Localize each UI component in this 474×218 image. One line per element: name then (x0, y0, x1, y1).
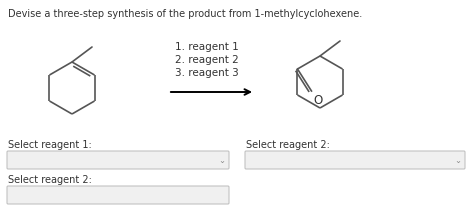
Text: Devise a three-step synthesis of the product from 1-methylcyclohexene.: Devise a three-step synthesis of the pro… (8, 9, 362, 19)
FancyBboxPatch shape (245, 151, 465, 169)
Text: Select reagent 2:: Select reagent 2: (8, 175, 92, 185)
Text: ⌄: ⌄ (455, 155, 462, 165)
Text: Select reagent 1:: Select reagent 1: (8, 140, 92, 150)
Text: ⌄: ⌄ (219, 155, 226, 165)
Text: Select reagent 2:: Select reagent 2: (246, 140, 330, 150)
Text: 2. reagent 2: 2. reagent 2 (175, 55, 239, 65)
FancyBboxPatch shape (7, 186, 229, 204)
FancyBboxPatch shape (7, 151, 229, 169)
Text: O: O (313, 94, 323, 107)
Text: 3. reagent 3: 3. reagent 3 (175, 68, 239, 78)
Text: 1. reagent 1: 1. reagent 1 (175, 42, 239, 52)
